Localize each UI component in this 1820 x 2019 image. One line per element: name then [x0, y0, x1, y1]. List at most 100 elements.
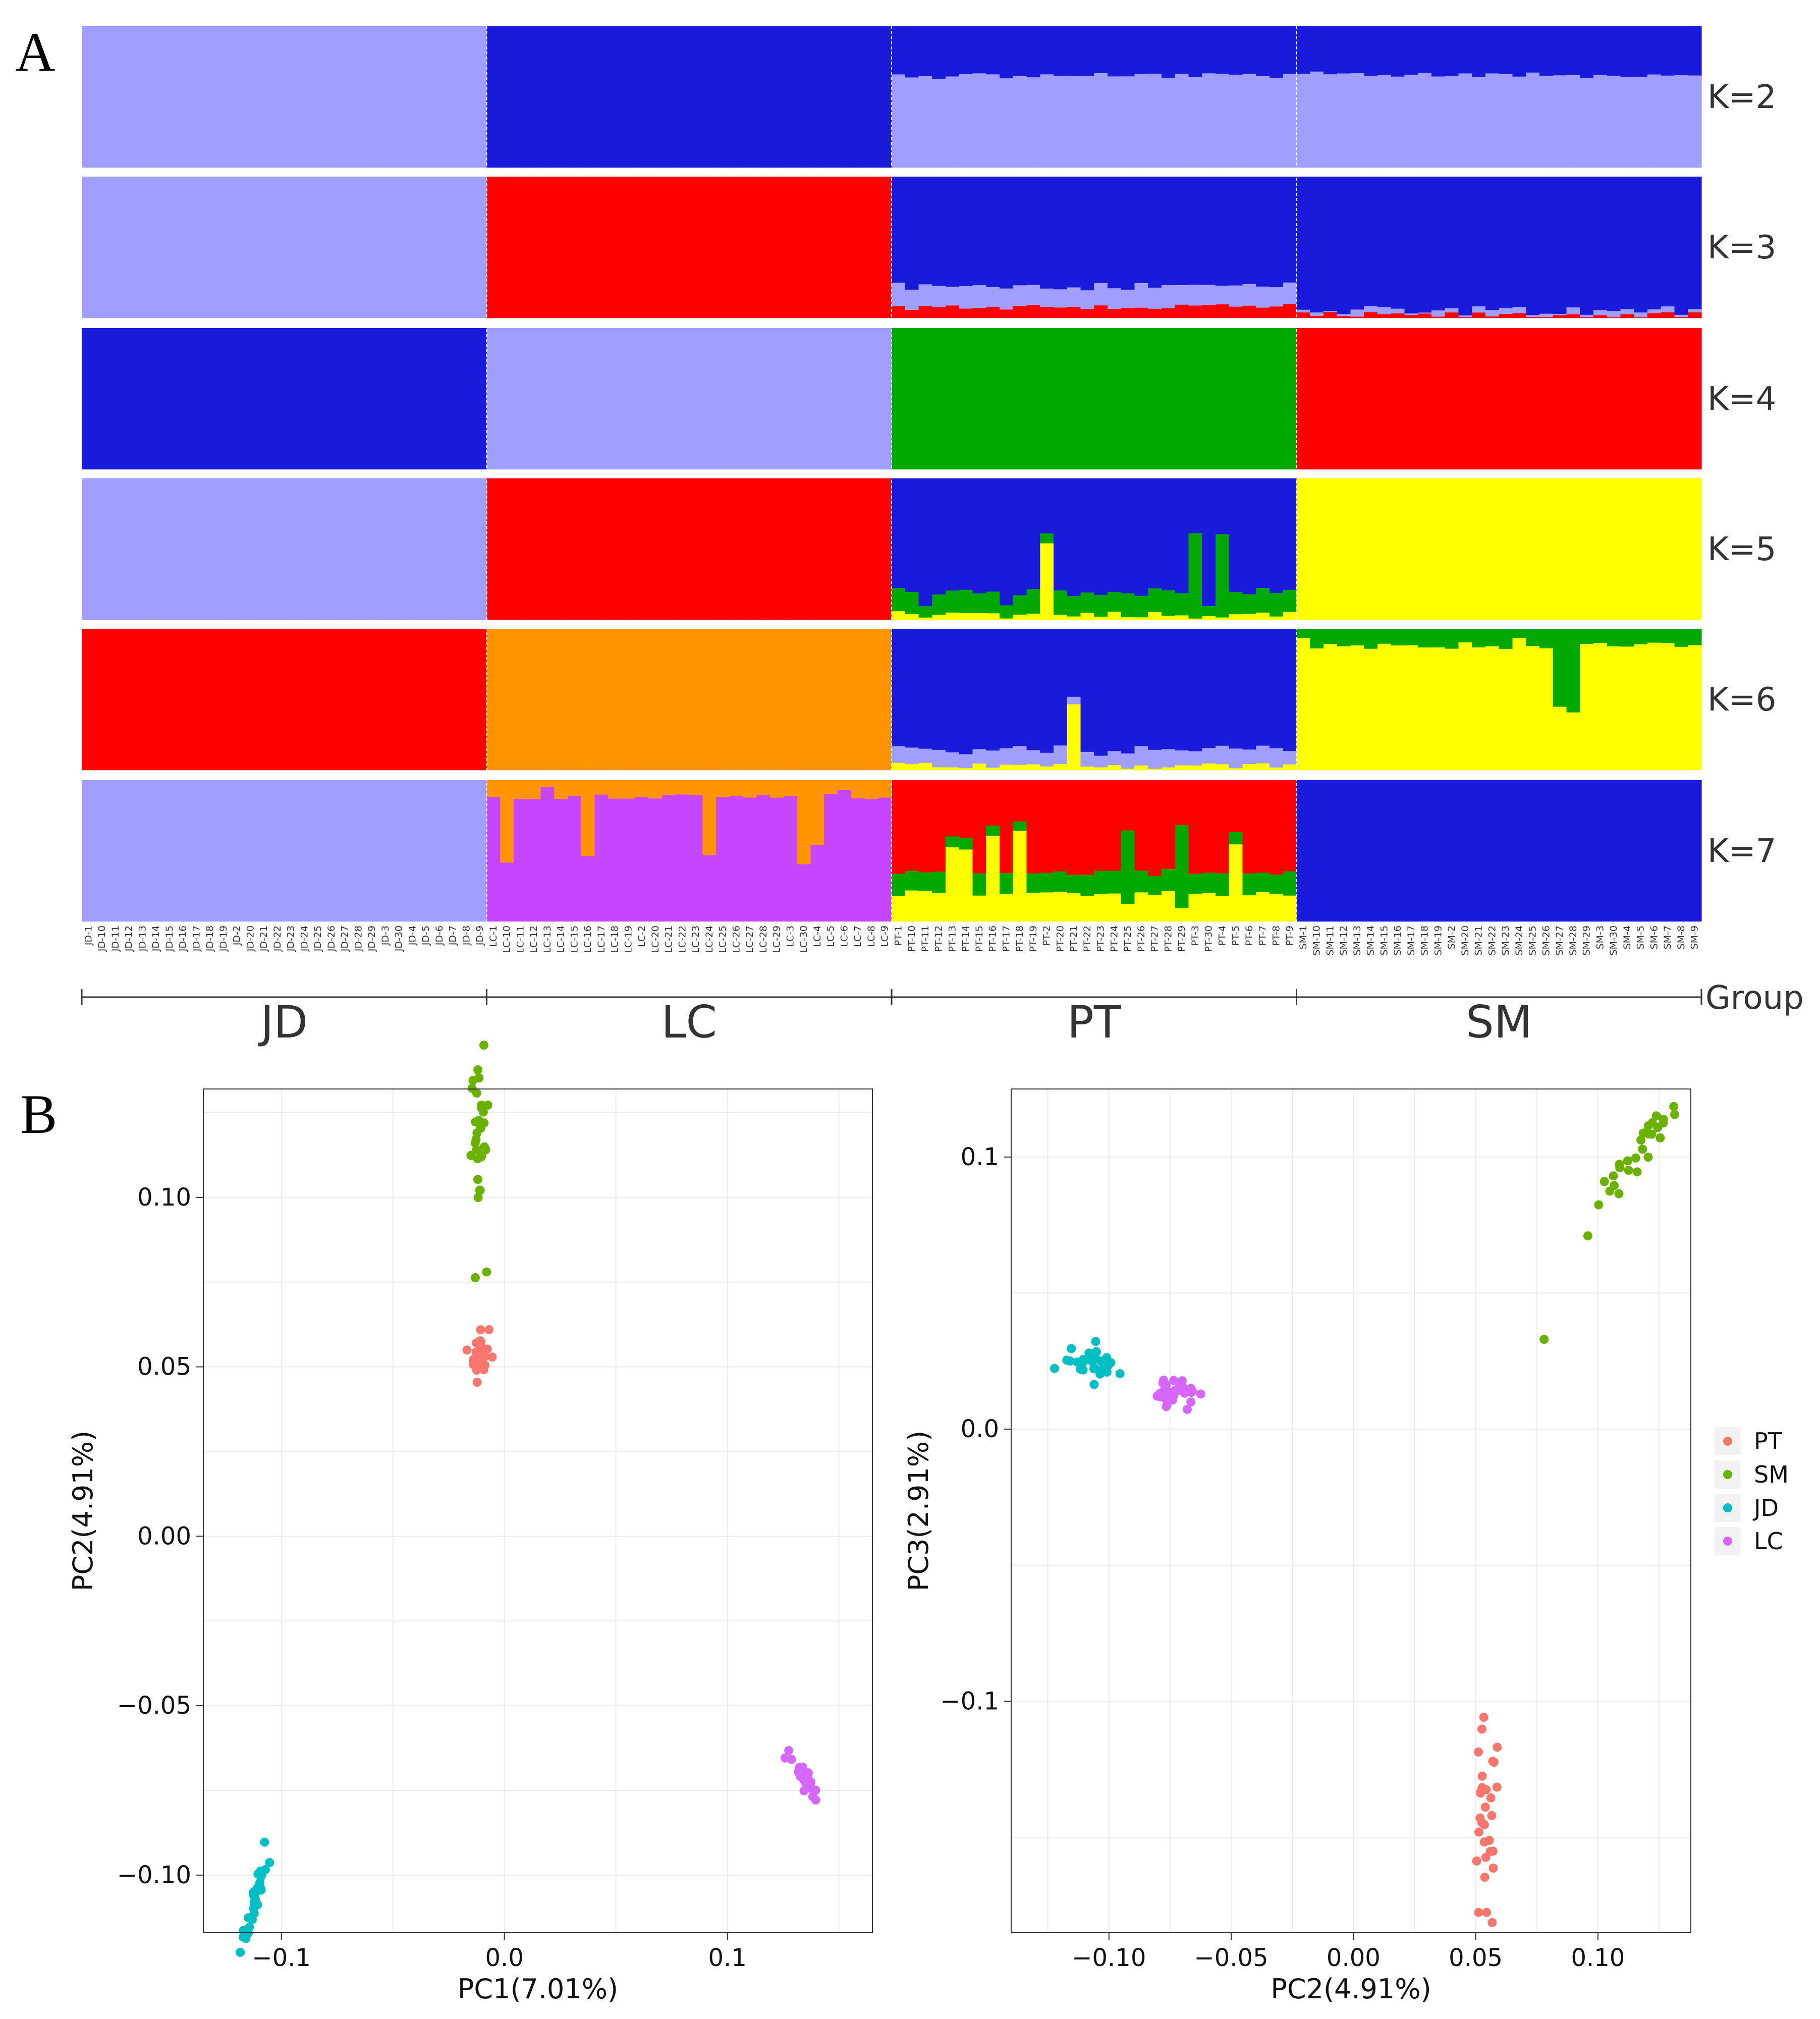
admixture-bar — [1580, 643, 1594, 771]
data-point-SM — [1638, 1144, 1647, 1154]
admixture-bar — [1202, 629, 1216, 748]
admixture-bar — [702, 177, 716, 318]
sample-label: JD-10 — [96, 925, 107, 952]
sample-label: LC-2 — [636, 925, 647, 947]
admixture-bar — [1080, 613, 1094, 620]
data-point-LC — [1169, 1376, 1179, 1385]
admixture-bar — [918, 76, 932, 168]
admixture-bar — [1134, 595, 1148, 618]
admixture-bar — [1364, 780, 1378, 922]
admixture-bar — [284, 629, 298, 771]
admixture-bar — [1377, 177, 1392, 307]
admixture-bar — [622, 478, 636, 620]
admixture-bar — [594, 478, 609, 620]
admixture-bar — [190, 478, 204, 620]
admixture-bar — [1040, 629, 1054, 753]
admixture-bar — [568, 328, 582, 470]
sample-label: PT-28 — [1163, 925, 1174, 952]
admixture-bar — [486, 328, 501, 470]
admixture-bar — [1000, 764, 1014, 771]
admixture-bar — [324, 177, 339, 318]
k-label: K=7 — [1707, 833, 1776, 870]
data-point-LC — [1169, 1392, 1178, 1402]
admixture-bar — [594, 780, 609, 795]
admixture-bar — [1634, 312, 1648, 317]
admixture-bar — [311, 26, 325, 168]
admixture-bar — [1296, 312, 1310, 318]
admixture-bar — [986, 768, 1000, 771]
admixture-bar — [514, 798, 528, 922]
admixture-bar — [1094, 177, 1108, 283]
admixture-bar — [838, 790, 852, 922]
admixture-bar — [1162, 285, 1176, 308]
admixture-bar — [324, 629, 339, 771]
admixture-bar — [432, 629, 447, 771]
admixture-bar — [1229, 26, 1243, 75]
admixture-bar — [1539, 328, 1554, 470]
sample-label: LC-29 — [771, 925, 783, 953]
admixture-bar — [82, 478, 96, 620]
admixture-bar — [851, 780, 865, 799]
admixture-bar — [500, 26, 514, 168]
admixture-bar — [1216, 764, 1230, 771]
admixture-bar — [1350, 177, 1364, 310]
sample-label: JD-16 — [178, 925, 189, 952]
admixture-bar — [1647, 642, 1662, 771]
admixture-bar — [1188, 893, 1202, 922]
admixture-bar — [1553, 75, 1567, 168]
sample-label: SM-25 — [1527, 925, 1538, 956]
sample-label: LC-20 — [650, 925, 661, 953]
sample-label: LC-18 — [610, 925, 621, 953]
sample-label: LC-14 — [556, 925, 567, 953]
data-point-LC — [811, 1795, 820, 1805]
data-point-PT — [1472, 1856, 1481, 1866]
admixture-bar — [730, 26, 744, 168]
data-point-PT — [1485, 1847, 1495, 1856]
admixture-bar — [1377, 643, 1392, 771]
admixture-bar — [1026, 478, 1040, 589]
admixture-bar — [1526, 328, 1540, 470]
x-axis-title: PC1(7.01%) — [458, 1973, 618, 2005]
admixture-bar — [972, 73, 986, 168]
admixture-bar — [972, 307, 986, 318]
admixture-bar — [1040, 892, 1054, 922]
admixture-bar — [230, 328, 244, 470]
admixture-bar — [743, 177, 757, 318]
admixture-bar — [338, 328, 352, 470]
admixture-bar — [95, 177, 109, 318]
sample-label: LC-25 — [718, 925, 729, 953]
sample-label: LC-1 — [488, 925, 499, 947]
admixture-bar — [959, 754, 973, 769]
admixture-bar — [1080, 751, 1094, 767]
admixture-bar — [1148, 26, 1162, 74]
data-point-PT — [1487, 1811, 1497, 1820]
admixture-bar — [95, 478, 109, 620]
admixture-bar — [1310, 478, 1324, 620]
data-point-PT — [1479, 1820, 1489, 1829]
admixture-bar — [1580, 478, 1594, 620]
admixture-bar — [1620, 629, 1634, 647]
admixture-bar — [1134, 892, 1148, 922]
admixture-bar — [1499, 629, 1513, 649]
admixture-bar — [176, 478, 190, 620]
admixture-bar — [1054, 590, 1068, 615]
admixture-bar — [419, 26, 433, 168]
sample-label: PT-24 — [1109, 925, 1120, 952]
admixture-bar — [162, 328, 177, 470]
admixture-bar — [1485, 328, 1500, 470]
admixture-bar — [1229, 780, 1243, 832]
admixture-bar — [1013, 629, 1027, 746]
admixture-bar — [946, 590, 960, 613]
x-tick-label: −0.10 — [1072, 1944, 1146, 1972]
admixture-bar — [311, 478, 325, 620]
admixture-bar — [149, 780, 163, 922]
admixture-bar — [918, 306, 932, 318]
admixture-bar — [838, 328, 852, 470]
admixture-bar — [1472, 26, 1486, 77]
admixture-bar — [1148, 308, 1162, 318]
admixture-bar — [851, 328, 865, 470]
admixture-bar — [972, 763, 986, 771]
admixture-bar — [784, 478, 798, 620]
admixture-bar — [1229, 328, 1243, 470]
admixture-bar — [662, 794, 676, 922]
